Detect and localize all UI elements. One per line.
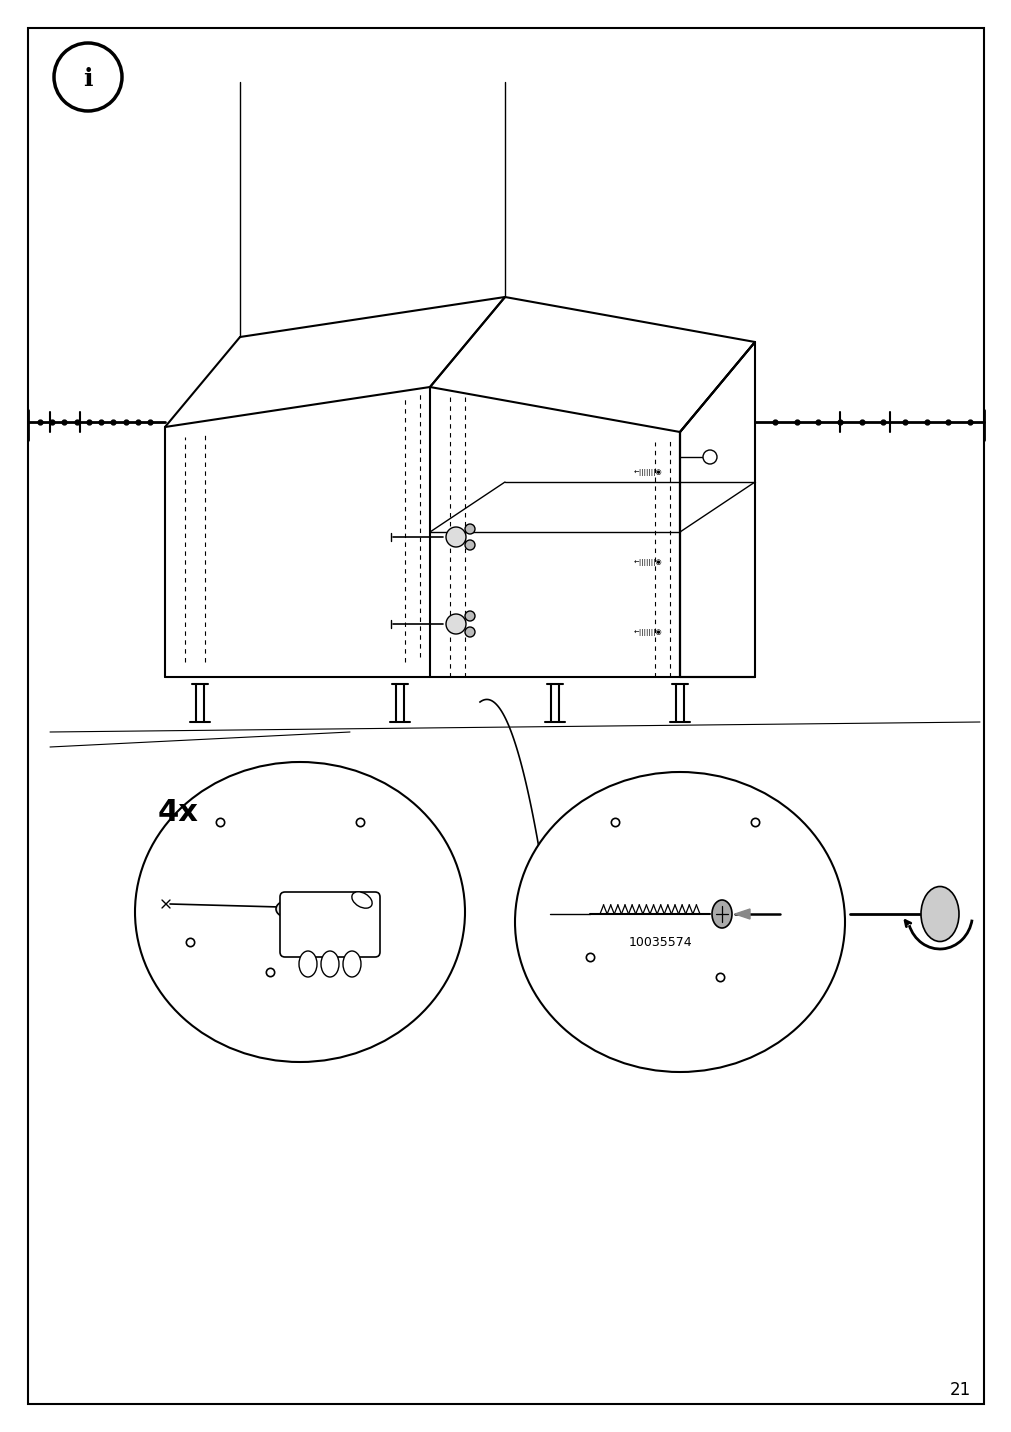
Ellipse shape [343, 951, 361, 977]
Circle shape [446, 614, 465, 634]
Ellipse shape [320, 951, 339, 977]
Ellipse shape [712, 899, 731, 928]
Text: ←|||||||◉: ←|||||||◉ [633, 468, 661, 475]
Text: 21: 21 [948, 1380, 970, 1399]
Circle shape [464, 524, 474, 534]
Text: 4x: 4x [158, 798, 198, 826]
Ellipse shape [276, 899, 303, 918]
Circle shape [703, 450, 716, 464]
Text: ←|||||||◉: ←|||||||◉ [633, 629, 661, 636]
Circle shape [464, 611, 474, 621]
FancyBboxPatch shape [280, 892, 379, 957]
Circle shape [464, 540, 474, 550]
Text: 10035574: 10035574 [628, 935, 692, 948]
Ellipse shape [920, 886, 958, 941]
Text: i: i [83, 67, 93, 92]
Ellipse shape [298, 951, 316, 977]
Ellipse shape [515, 772, 844, 1073]
Ellipse shape [134, 762, 464, 1063]
Circle shape [464, 627, 474, 637]
Ellipse shape [352, 892, 372, 908]
Text: ←|||||||◉: ←|||||||◉ [633, 558, 661, 566]
Polygon shape [734, 909, 749, 919]
Circle shape [54, 43, 122, 112]
Circle shape [446, 527, 465, 547]
